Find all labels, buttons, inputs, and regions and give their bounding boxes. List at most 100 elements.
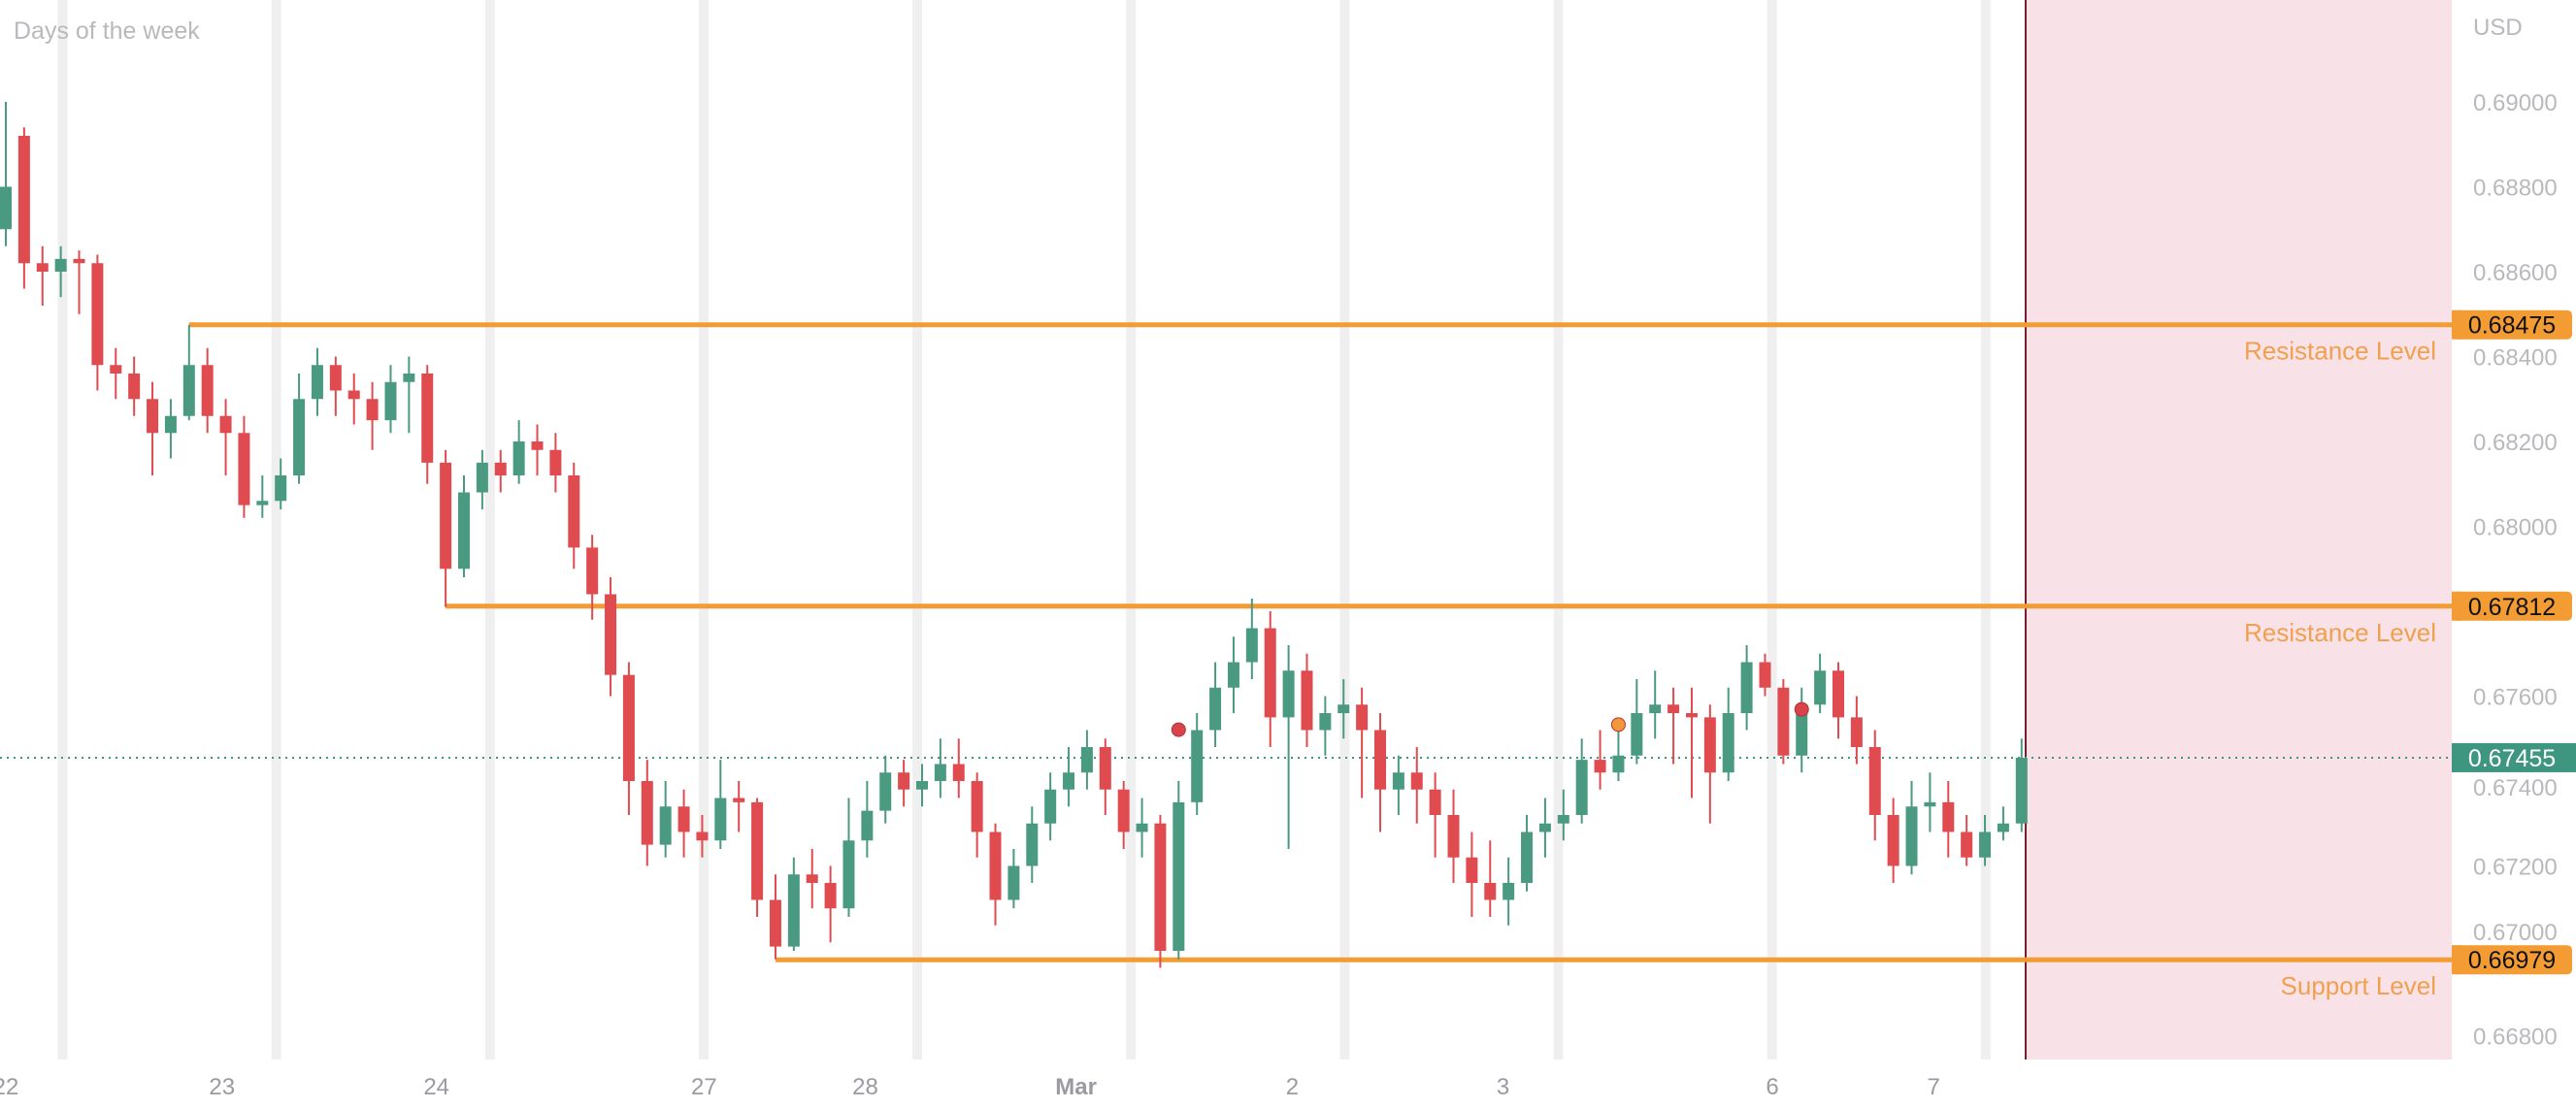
candle <box>1319 696 1332 756</box>
candle <box>1924 772 1936 832</box>
session-band <box>271 0 281 1059</box>
candle-body <box>1080 747 1093 773</box>
candle-body <box>275 475 287 502</box>
candle <box>347 374 360 425</box>
time-axis[interactable]: 2223242728Mar2367 <box>0 1074 1940 1100</box>
price-tag-edge <box>2452 945 2461 975</box>
candle-body <box>622 674 635 781</box>
candle <box>842 798 855 917</box>
currency-label: USD <box>2473 15 2523 41</box>
candle <box>384 365 397 434</box>
x-tick-label: 28 <box>852 1074 878 1100</box>
candle-body <box>1961 831 1973 858</box>
candle <box>512 420 525 484</box>
candle-body <box>989 831 1002 900</box>
candle <box>182 324 195 421</box>
candle-body <box>128 374 141 400</box>
candle-body <box>1850 717 1863 747</box>
candle <box>879 755 892 824</box>
future-zone <box>2026 0 2452 1059</box>
y-tick-label: 0.67600 <box>2473 685 2558 711</box>
candle <box>1099 738 1111 815</box>
candle-body <box>824 883 837 909</box>
candle-body <box>1374 730 1386 790</box>
candle <box>366 381 379 450</box>
current-price-label: 0.67455 <box>2468 745 2556 772</box>
candle <box>641 760 653 866</box>
candle-body <box>787 874 800 947</box>
session-band <box>912 0 923 1059</box>
candle <box>1685 687 1698 798</box>
candle <box>751 798 764 917</box>
candle-body <box>293 399 306 475</box>
candle-body <box>1099 747 1111 790</box>
candle-body <box>1301 670 1313 731</box>
candle-body <box>366 399 379 421</box>
candle-body <box>696 831 709 841</box>
candle-body <box>311 365 323 400</box>
y-tick-label: 0.68000 <box>2473 515 2558 541</box>
candle-body <box>1649 704 1662 713</box>
candle <box>36 245 49 306</box>
candle-body <box>1484 883 1497 900</box>
candle <box>403 356 415 434</box>
candle-body <box>952 764 965 781</box>
candle <box>1777 679 1790 765</box>
candle <box>91 254 104 391</box>
candle <box>806 849 818 909</box>
candle-body <box>329 365 342 391</box>
x-tick-label: 24 <box>423 1074 449 1100</box>
candle-body <box>0 186 12 230</box>
chart-title: Days of the week <box>14 17 200 45</box>
candle <box>1356 687 1369 798</box>
session-band <box>484 0 495 1059</box>
price-tag <box>2452 591 2572 621</box>
y-tick-label: 0.66800 <box>2473 1025 2558 1051</box>
candle <box>971 772 983 858</box>
candle-body <box>1227 662 1239 688</box>
candle-body <box>1063 772 1075 790</box>
candle-body <box>1172 801 1185 951</box>
candle-body <box>1282 670 1295 718</box>
candle <box>1392 755 1404 815</box>
candle <box>494 449 507 493</box>
candle-body <box>1319 713 1332 731</box>
candle <box>1668 687 1680 765</box>
candle-body <box>54 258 67 272</box>
candle-body <box>1594 760 1606 773</box>
session-band <box>1553 0 1564 1059</box>
candle-body <box>238 433 250 505</box>
candle <box>1814 653 1827 713</box>
candle <box>110 347 122 400</box>
candle-body <box>1026 823 1039 866</box>
candle <box>256 475 269 518</box>
session-bands <box>57 0 1991 1059</box>
price-tag-edge <box>2452 310 2461 340</box>
candle-body <box>568 475 580 548</box>
candle-body <box>1245 628 1258 663</box>
candle <box>1850 696 1863 765</box>
candle <box>1136 798 1148 858</box>
session-band <box>698 0 709 1059</box>
candle-body <box>1191 730 1204 802</box>
session-band <box>1767 0 1777 1059</box>
candle-body <box>1905 806 1918 866</box>
candle-body <box>1777 687 1790 756</box>
session-band <box>57 0 68 1059</box>
candle-body <box>934 764 946 781</box>
candle-body <box>586 547 599 595</box>
price-tag <box>2452 310 2572 340</box>
candle <box>238 415 250 518</box>
price-tag-label: 0.67812 <box>2468 594 2556 621</box>
price-tags: 0.68475 0.67812 0.66979 0.67455 <box>2452 310 2576 975</box>
candle <box>1484 840 1497 917</box>
candle <box>201 347 214 434</box>
candle-body <box>1868 747 1881 815</box>
candle-body <box>1942 801 1955 832</box>
price-axis[interactable]: 0.69000 0.68800 0.68600 0.68400 0.68200 0.680… <box>2473 90 2558 1051</box>
candle-body <box>1503 883 1515 900</box>
y-tick-label: 0.67000 <box>2473 920 2558 946</box>
candle-body <box>769 899 781 947</box>
y-tick-label: 0.68400 <box>2473 345 2558 372</box>
